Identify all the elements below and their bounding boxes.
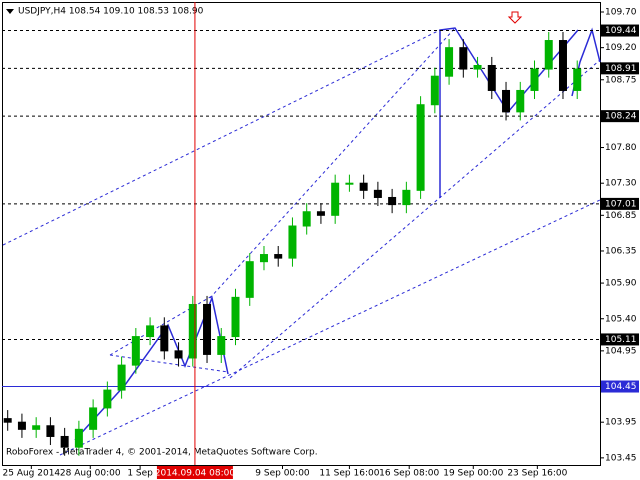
candle-body <box>60 435 69 448</box>
x-tick-label: 9 Sep 00:00 <box>255 469 310 479</box>
candle-body <box>445 47 454 77</box>
candle-body <box>487 64 496 91</box>
candle-body <box>530 68 539 91</box>
candle-body <box>388 196 397 206</box>
candle-body <box>17 421 26 430</box>
y-tick-label: 107.80 <box>605 143 637 153</box>
candle-body <box>117 364 126 391</box>
level-box <box>601 380 639 393</box>
candle-body <box>217 336 226 355</box>
x-tick-label: 23 Sep 16:00 <box>507 469 567 479</box>
candle-body <box>231 296 240 338</box>
candle-body <box>174 350 183 359</box>
candle-body <box>516 89 525 113</box>
x-tick-label: 1 Sep <box>127 469 153 479</box>
triangle-line <box>109 354 229 373</box>
level-label: 105.11 <box>605 335 637 345</box>
candle-body <box>416 104 425 191</box>
y-tick-label: 107.30 <box>605 179 637 189</box>
candle-body <box>459 47 468 70</box>
x-tick-label: 28 Aug 00:00 <box>60 469 121 479</box>
x-tick-label: 11 Sep 16:00 <box>319 469 379 479</box>
y-tick-label: 105.40 <box>605 314 637 324</box>
candle-body <box>402 189 411 206</box>
candle-body <box>544 40 553 70</box>
candle-body <box>146 325 155 338</box>
plot-frame <box>2 2 601 466</box>
candle-body <box>373 189 382 198</box>
candle-body <box>160 325 169 352</box>
sell-arrow <box>507 11 523 24</box>
candle-body <box>131 336 140 366</box>
y-tick-label: 103.45 <box>605 453 637 463</box>
y-tick-label: 105.90 <box>605 279 637 289</box>
x-tick-label: 16 Sep 08:00 <box>379 469 439 479</box>
candle-body <box>288 225 297 259</box>
level-box <box>601 62 639 75</box>
crosshair-box <box>156 466 233 479</box>
level-label: 107.01 <box>605 199 637 209</box>
candle-body <box>32 425 41 430</box>
candle-body <box>558 40 567 91</box>
candle-body <box>331 182 340 216</box>
candle-body <box>3 418 12 423</box>
y-tick-label: 106.85 <box>605 211 637 221</box>
menu-arrow[interactable] <box>6 9 14 14</box>
level-label: 108.24 <box>605 112 637 122</box>
y-tick-label: 109.20 <box>605 43 637 53</box>
y-tick-label: 106.35 <box>605 246 637 256</box>
level-label: 104.45 <box>605 382 637 392</box>
x-tick-label: 19 Sep 00:00 <box>443 469 503 479</box>
level-box <box>601 24 639 37</box>
y-tick-label: 108.75 <box>605 75 637 85</box>
copyright: RoboForex - MetaTrader 4, © 2001-2014, M… <box>6 448 318 458</box>
candle-body <box>473 64 482 70</box>
level-box <box>601 110 639 123</box>
y-tick-label: 103.95 <box>605 418 637 428</box>
candle-body <box>573 68 582 91</box>
level-box <box>601 197 639 210</box>
candle-body <box>203 303 212 355</box>
y-tick-label: 104.95 <box>605 346 637 356</box>
wave-line <box>74 295 229 441</box>
candle-body <box>259 254 268 263</box>
candle-body <box>74 428 83 448</box>
candle-body <box>46 425 55 437</box>
candle-body <box>245 261 254 298</box>
candle-body <box>103 389 112 409</box>
level-label: 108.91 <box>605 64 637 74</box>
candle-body <box>274 254 283 259</box>
candle-body <box>430 75 439 106</box>
chart-title: USDJPY,H4 108.54 109.10 108.53 108.90 <box>18 7 204 17</box>
candle-body <box>359 182 368 191</box>
candle-body <box>89 407 98 430</box>
x-tick-label: 25 Aug 2014 <box>3 469 61 479</box>
candle-body <box>502 89 511 113</box>
level-label: 109.44 <box>605 26 637 36</box>
candle-body <box>188 303 197 359</box>
level-box <box>601 333 639 346</box>
candle-body <box>302 211 311 227</box>
candle-body <box>345 182 354 185</box>
crosshair-label: 2014.09.04 08:00 <box>155 469 236 479</box>
y-tick-label: 109.70 <box>605 7 637 17</box>
channel-line <box>209 27 456 299</box>
candle-body <box>316 211 325 216</box>
